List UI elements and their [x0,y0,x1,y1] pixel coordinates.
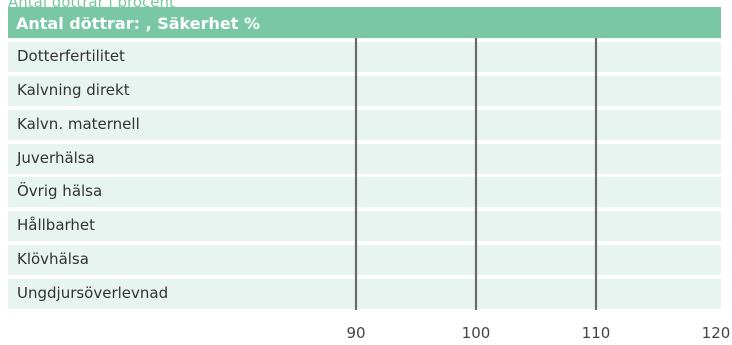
category-label: Övrig hälsa [17,182,103,201]
category-row: Klövhälsa [8,245,721,276]
category-label: Kalvn. maternell [17,114,140,133]
category-row: Kalvning direkt [8,75,721,106]
category-label: Kalvning direkt [17,80,130,99]
x-tick-label: 100 [461,324,491,342]
category-rows: Dotterfertilitet Kalvning direkt Kalvn. ma… [8,42,721,313]
chart-header: Antal döttrar: , Säkerhet % [8,7,721,38]
category-row: Ungdjursöverlevnad [8,279,721,310]
x-tick-label: 90 [346,324,366,342]
category-label: Klövhälsa [17,250,89,269]
partial-top-text: Antal döttrar i procent [8,0,175,11]
category-label: Ungdjursöverlevnad [17,284,169,303]
category-label: Juverhälsa [17,148,95,167]
category-label: Dotterfertilitet [17,47,125,65]
x-tick-label: 110 [581,324,611,342]
x-tick-label: 120 [701,324,731,342]
category-row: Hållbarhet [8,211,721,242]
chart-title: Antal döttrar: , Säkerhet % [16,14,260,33]
category-row: Dotterfertilitet [8,42,721,72]
category-row: Juverhälsa [8,143,721,174]
category-label: Hållbarhet [17,216,96,235]
category-row: Kalvn. maternell [8,109,721,140]
category-row: Övrig hälsa [8,177,721,208]
